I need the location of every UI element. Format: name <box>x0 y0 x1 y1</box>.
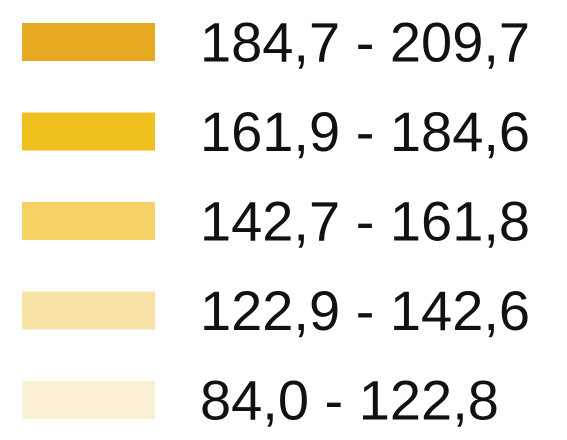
legend-label: 84,0 - 122,8 <box>200 369 499 432</box>
legend-swatch <box>22 381 155 419</box>
legend-swatch <box>22 112 155 151</box>
legend-swatch <box>22 23 155 61</box>
legend-label: 122,9 - 142,6 <box>200 279 530 342</box>
legend-label: 184,7 - 209,7 <box>200 11 530 74</box>
legend-label: 142,7 - 161,8 <box>200 190 530 253</box>
legend-swatch <box>22 291 155 330</box>
legend-swatch <box>22 202 155 240</box>
legend-label: 161,9 - 184,6 <box>200 100 530 163</box>
